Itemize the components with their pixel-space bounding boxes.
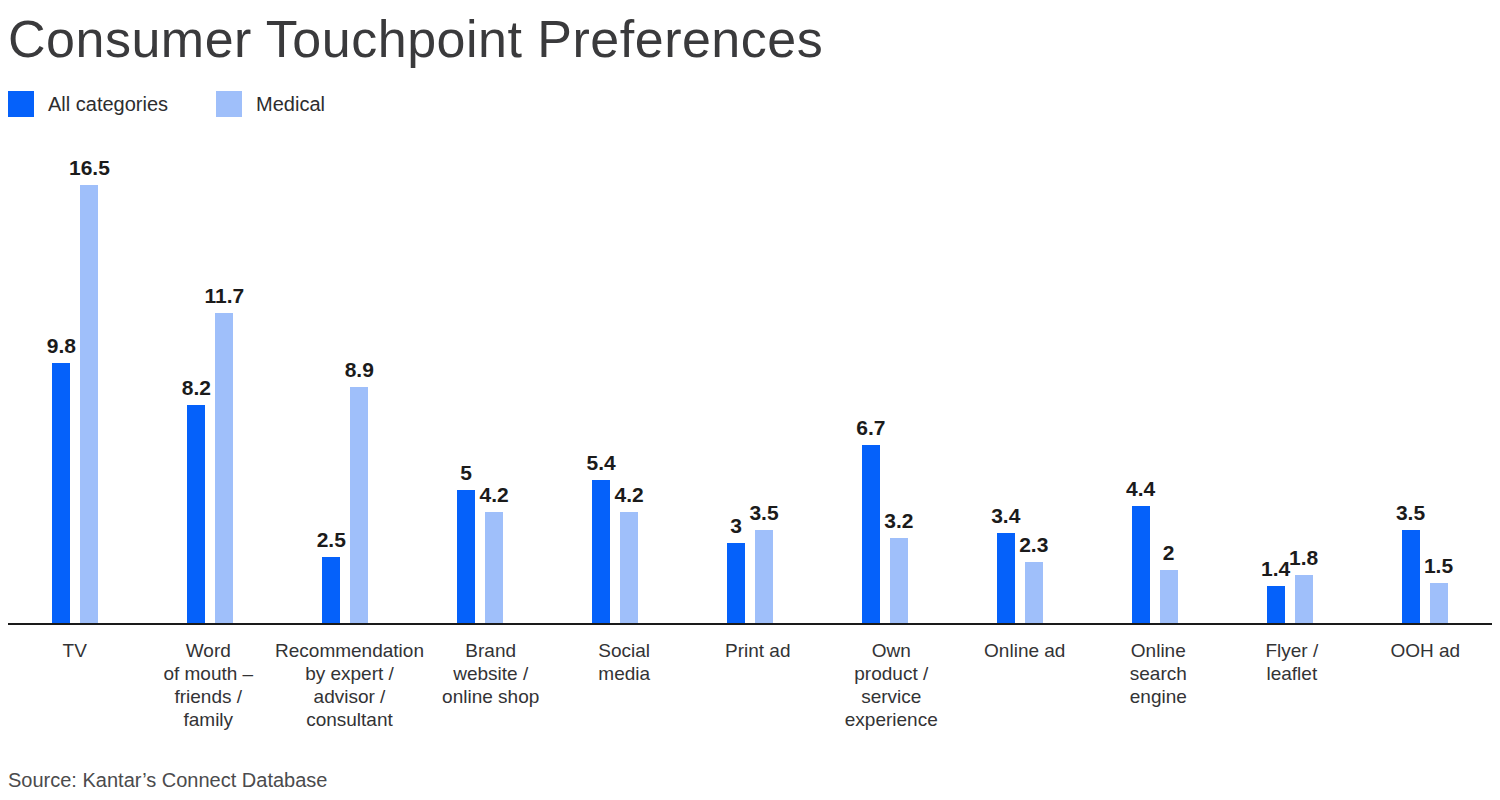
chart-page: Consumer Touchpoint Preferences All cate… [0,0,1500,800]
bar-value-label: 6.7 [856,416,885,440]
bar-all-categories: 5.4 [592,480,610,623]
bar-medical: 8.9 [350,387,368,623]
bar-all-categories: 5 [457,490,475,623]
page-title: Consumer Touchpoint Preferences [0,0,1500,70]
bar-value-label: 4.4 [1126,477,1155,501]
bar-medical: 2.3 [1025,562,1043,623]
bar-all-categories: 4.4 [1132,506,1150,623]
bar-value-label: 2 [1163,541,1175,565]
bar-value-label: 3.4 [991,504,1020,528]
bar-group-online: 4.42 [1087,148,1222,623]
category-axis: TVWord of mouth – friends / familyRecomm… [8,625,1492,731]
bar-medical: 4.2 [620,512,638,623]
bar-value-label: 1.8 [1289,546,1318,570]
bar-group-recommendation: 2.58.9 [278,148,413,623]
bar-group-online-ad: 3.42.3 [952,148,1087,623]
category-label-own: Own product / service experience [825,639,959,731]
bar-group-own: 6.73.2 [817,148,952,623]
bar-all-categories: 2.5 [322,557,340,623]
bar-medical: 4.2 [485,512,503,623]
category-label-brand: Brand website / online shop [424,639,558,731]
bar-value-label: 3.2 [884,509,913,533]
bar-medical: 2 [1160,570,1178,623]
legend-item-all-categories: All categories [8,91,168,117]
bar-all-categories: 8.2 [187,405,205,623]
bar-value-label: 1.4 [1261,557,1290,581]
bar-value-label: 16.5 [69,156,110,180]
legend-item-medical: Medical [216,91,325,117]
bar-all-categories: 3.5 [1402,530,1420,623]
bar-group-print-ad: 33.5 [683,148,818,623]
category-label-online: Online search engine [1092,639,1226,731]
category-label-social: Social media [557,639,691,731]
bar-medical: 1.8 [1295,575,1313,623]
bar-group-flyer: 1.41.8 [1222,148,1357,623]
bar-medical: 3.5 [755,530,773,623]
bar-group-social: 5.44.2 [548,148,683,623]
bar-value-label: 3.5 [749,501,778,525]
category-label-tv: TV [8,639,142,731]
bar-medical: 3.2 [890,538,908,623]
legend-label: All categories [48,93,168,116]
bar-chart: 9.816.58.211.72.58.954.25.44.233.56.73.2… [8,148,1492,625]
bar-value-label: 8.2 [182,376,211,400]
bar-value-label: 2.3 [1019,533,1048,557]
bar-medical: 1.5 [1430,583,1448,623]
legend-swatch-all-categories [8,91,34,117]
category-label-recommendation: Recommendation by expert / advisor / con… [275,639,424,731]
bar-value-label: 9.8 [47,334,76,358]
bar-medical: 16.5 [80,185,98,623]
bar-value-label: 11.7 [205,284,245,308]
bar-value-label: 4.2 [614,483,643,507]
bar-all-categories: 6.7 [862,445,880,623]
bar-value-label: 5.4 [586,451,615,475]
category-label-flyer: Flyer / leaflet [1225,639,1359,731]
bar-value-label: 4.2 [480,483,509,507]
bar-medical: 11.7 [215,313,233,623]
bar-value-label: 1.5 [1424,554,1453,578]
bar-all-categories: 3.4 [997,533,1015,623]
legend-label: Medical [256,93,325,116]
bar-all-categories: 1.4 [1267,586,1285,623]
bar-value-label: 5 [460,461,472,485]
bar-group-ooh-ad: 3.51.5 [1357,148,1492,623]
bar-value-label: 8.9 [345,358,374,382]
bar-group-word: 8.211.7 [143,148,278,623]
bar-group-brand: 54.2 [413,148,548,623]
bar-all-categories: 3 [727,543,745,623]
category-label-ooh-ad: OOH ad [1359,639,1493,731]
category-label-print-ad: Print ad [691,639,825,731]
category-label-word: Word of mouth – friends / family [142,639,276,731]
source-note: Source: Kantar’s Connect Database [8,769,327,792]
bar-value-label: 3.5 [1396,501,1425,525]
bar-value-label: 2.5 [317,528,346,552]
bar-value-label: 3 [730,514,742,538]
category-label-online-ad: Online ad [958,639,1092,731]
legend-swatch-medical [216,91,242,117]
bar-group-tv: 9.816.5 [8,148,143,623]
legend: All categories Medical [8,90,1500,118]
bar-all-categories: 9.8 [52,363,70,623]
